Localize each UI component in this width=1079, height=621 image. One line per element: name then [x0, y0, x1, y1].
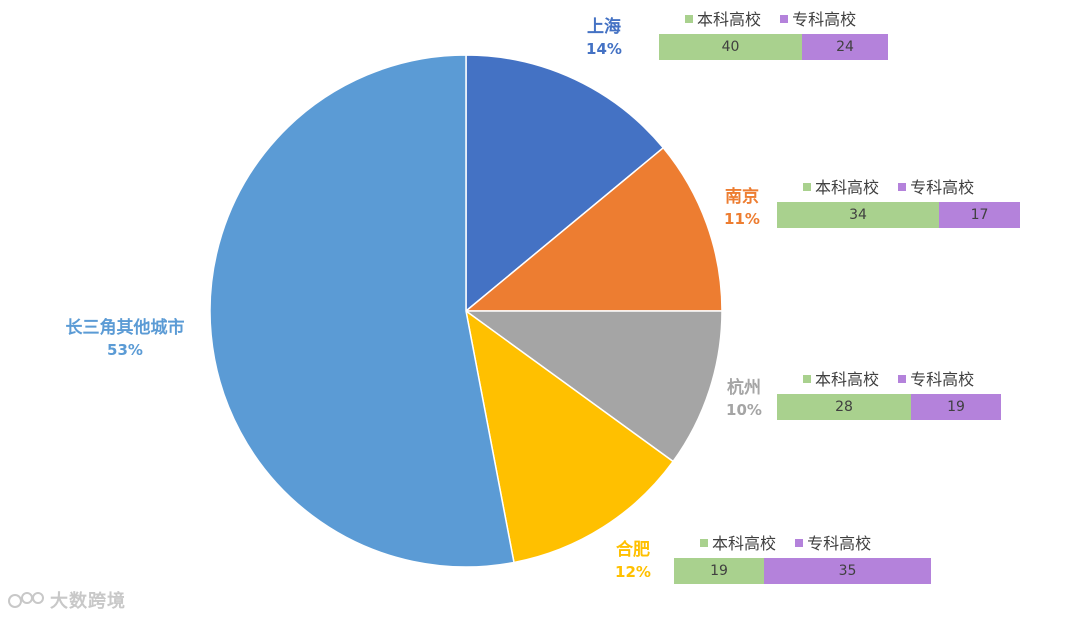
stacked-bar: 19 35 — [674, 558, 931, 584]
bar-segment-vocational: 35 — [764, 558, 931, 584]
bar-segment-undergrad: 40 — [659, 34, 802, 60]
watermark-text: 大数跨境 — [50, 591, 126, 612]
legend-swatch — [803, 183, 811, 191]
pie-slice-2 — [463, 310, 723, 463]
slice-label-nanjing: 南京 11% — [710, 186, 774, 230]
slice-percent: 11% — [724, 210, 760, 228]
slice-percent: 10% — [726, 401, 762, 419]
legend-label: 专科高校 — [910, 178, 975, 197]
sub-bar-legend: 本科高校 专科高校 — [803, 370, 988, 390]
sub-bar-hefei: 本科高校 专科高校 19 35 — [674, 534, 934, 586]
pie-slice-1 — [463, 146, 723, 312]
sub-bar-nanjing: 本科高校 专科高校 34 17 — [777, 178, 1022, 230]
slice-label-other-cities: 长三角其他城市 53% — [40, 317, 210, 361]
slice-label-hangzhou: 杭州 10% — [712, 377, 776, 421]
slice-percent: 14% — [586, 40, 622, 58]
legend-item-vocational: 专科高校 — [795, 534, 871, 554]
bar-segment-vocational: 17 — [939, 202, 1020, 228]
sub-bar-legend: 本科高校 专科高校 — [700, 534, 885, 554]
watermark: 大数跨境 — [8, 587, 126, 613]
legend-swatch — [795, 539, 804, 547]
legend-label: 专科高校 — [910, 370, 975, 389]
legend-label: 专科高校 — [792, 10, 857, 29]
slice-label-shanghai: 上海 14% — [572, 16, 636, 60]
sub-bar-legend: 本科高校 专科高校 — [685, 10, 870, 30]
legend-label: 本科高校 — [815, 370, 880, 389]
slice-name: 杭州 — [727, 378, 761, 398]
legend-swatch — [780, 15, 789, 23]
legend-label: 本科高校 — [712, 534, 777, 553]
legend-item-undergrad: 本科高校 — [700, 534, 776, 554]
bar-segment-undergrad: 34 — [777, 202, 939, 228]
sub-bar-legend: 本科高校 专科高校 — [803, 178, 988, 198]
legend-item-undergrad: 本科高校 — [803, 370, 879, 390]
legend-item-undergrad: 本科高校 — [685, 10, 761, 30]
legend-swatch — [898, 375, 907, 383]
slice-name: 上海 — [587, 17, 621, 37]
bar-segment-undergrad: 19 — [674, 558, 764, 584]
bar-segment-vocational: 24 — [802, 34, 888, 60]
pie-slice-4 — [209, 54, 515, 568]
legend-swatch — [898, 183, 907, 191]
slice-name: 合肥 — [616, 540, 650, 560]
legend-swatch — [685, 15, 693, 23]
watermark-logo-icon — [8, 592, 44, 608]
legend-label: 本科高校 — [697, 10, 762, 29]
legend-item-vocational: 专科高校 — [898, 178, 974, 198]
legend-item-vocational: 专科高校 — [898, 370, 974, 390]
slice-label-hefei: 合肥 12% — [601, 539, 665, 583]
pie-slice-0 — [465, 54, 665, 313]
legend-swatch — [803, 375, 811, 383]
stacked-bar: 34 17 — [777, 202, 1020, 228]
bar-segment-vocational: 19 — [911, 394, 1001, 420]
legend-item-vocational: 专科高校 — [780, 10, 856, 30]
slice-name: 长三角其他城市 — [65, 318, 185, 338]
bar-segment-undergrad: 28 — [777, 394, 911, 420]
legend-swatch — [700, 539, 708, 547]
stacked-bar: 40 24 — [659, 34, 888, 60]
slice-percent: 53% — [107, 341, 143, 359]
stacked-bar: 28 19 — [777, 394, 1001, 420]
pie-slice-3 — [464, 309, 675, 564]
legend-label: 专科高校 — [807, 534, 872, 553]
sub-bar-hangzhou: 本科高校 专科高校 28 19 — [777, 370, 1007, 422]
sub-bar-shanghai: 本科高校 专科高校 40 24 — [659, 10, 889, 62]
slice-percent: 12% — [615, 563, 651, 581]
legend-label: 本科高校 — [815, 178, 880, 197]
slice-name: 南京 — [725, 187, 759, 207]
legend-item-undergrad: 本科高校 — [803, 178, 879, 198]
